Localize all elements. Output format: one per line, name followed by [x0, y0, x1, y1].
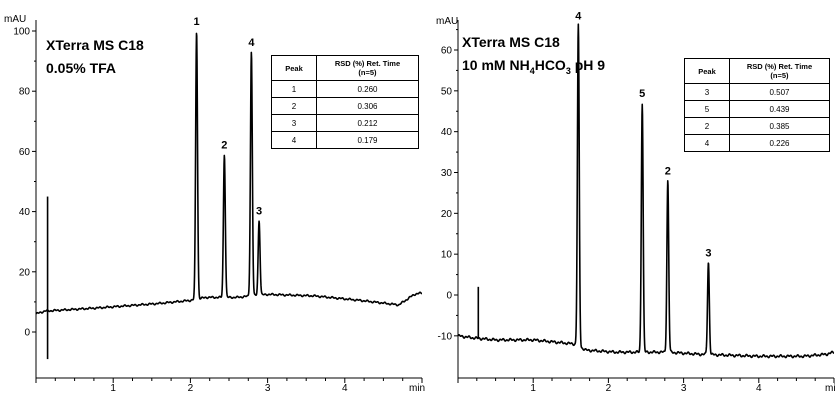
x-tick-label: 1 — [110, 383, 116, 391]
y-tick-label: 60 — [441, 46, 453, 57]
chromatogram-nh4hco3: -10 0 10 20 30 40 50 60 1 2 3 4 mAU min XTerra MS C18 1… — [420, 0, 836, 395]
table-row: 2 0.385 — [684, 117, 830, 135]
y-tick-label: 20 — [19, 267, 31, 278]
peak-label: 2 — [665, 166, 671, 178]
x-tick-label: 3 — [681, 383, 687, 391]
subtitle-part: 10 mM NH — [462, 57, 530, 73]
peak-label: 3 — [705, 247, 711, 259]
table-header-row: Peak RSD (%) Ret. Time (n=5) — [271, 55, 419, 81]
table-row: 2 0.306 — [271, 97, 419, 115]
table-cell-rsd: 0.179 — [316, 131, 419, 149]
table-row: 4 0.179 — [271, 131, 419, 149]
chromatogram-trace — [457, 23, 835, 359]
table-header-n: (n=5) — [770, 71, 789, 80]
x-axis-label: min — [825, 383, 836, 391]
table-row: 4 0.226 — [684, 134, 830, 152]
x-tick-label: 4 — [342, 383, 348, 391]
table-cell-rsd: 0.306 — [316, 97, 419, 115]
y-axis-label: mAU — [436, 16, 458, 27]
x-tick-label: 1 — [530, 383, 536, 391]
chart-svg-right: -10 0 10 20 30 40 50 60 1 2 3 4 mAU min XTerra MS C18 1… — [436, 11, 836, 395]
table-cell-peak: 4 — [271, 131, 317, 149]
table-cell-peak: 2 — [271, 97, 317, 115]
x-tick-label: 3 — [265, 383, 271, 391]
table-header-rsd: RSD (%) Ret. Time (n=5) — [729, 58, 830, 84]
table-header-peak: Peak — [684, 58, 730, 84]
table-row: 1 0.260 — [271, 80, 419, 98]
x-tick-label: 2 — [188, 383, 194, 391]
table-cell-rsd: 0.439 — [729, 100, 830, 118]
x-tick-label: 4 — [756, 383, 762, 391]
peak-label: 1 — [194, 16, 200, 28]
table-cell-rsd: 0.507 — [729, 83, 830, 101]
table-cell-peak: 3 — [684, 83, 730, 101]
table-header-rsd-label: RSD (%) Ret. Time — [334, 59, 401, 68]
table-row: 3 0.212 — [271, 114, 419, 132]
chart-subtitle: 10 mM NH4HCO3 pH 9 — [462, 57, 605, 76]
table-cell-peak: 3 — [271, 114, 317, 132]
rsd-table-tfa: Peak RSD (%) Ret. Time (n=5) 1 0.260 2 0… — [271, 55, 419, 149]
table-cell-rsd: 0.260 — [316, 80, 419, 98]
peak-label: 5 — [639, 88, 645, 100]
x-tick-label: 2 — [606, 383, 612, 391]
y-tick-label: 40 — [19, 207, 31, 218]
y-tick-label: 10 — [441, 250, 453, 261]
table-cell-peak: 1 — [271, 80, 317, 98]
peak-label: 4 — [248, 37, 255, 49]
chromatogram-trace — [35, 32, 423, 315]
table-header-n: (n=5) — [358, 68, 377, 77]
chart-title: XTerra MS C18 — [46, 37, 144, 53]
subtitle-part: pH 9 — [571, 57, 605, 73]
chart-subtitle: 0.05% TFA — [46, 60, 116, 76]
y-tick-label: 30 — [441, 168, 453, 179]
y-tick-label: 50 — [441, 86, 453, 97]
y-tick-label: 0 — [24, 328, 30, 339]
table-cell-rsd: 0.226 — [729, 134, 830, 152]
peak-label: 3 — [256, 206, 262, 218]
table-row: 5 0.439 — [684, 100, 830, 118]
subtitle-part: HCO — [535, 57, 566, 73]
y-tick-label: 100 — [13, 27, 30, 38]
y-axis-label: mAU — [4, 14, 26, 25]
x-axis-label: min — [409, 383, 425, 391]
y-tick-label: 80 — [19, 87, 31, 98]
table-cell-peak: 4 — [684, 134, 730, 152]
table-cell-rsd: 0.385 — [729, 117, 830, 135]
peak-label: 4 — [575, 11, 582, 23]
y-tick-label: 0 — [446, 291, 452, 302]
table-cell-peak: 5 — [684, 100, 730, 118]
chart-title: XTerra MS C18 — [462, 34, 560, 50]
subtitle-part: 3 — [566, 66, 571, 76]
table-cell-peak: 2 — [684, 117, 730, 135]
y-tick-label: 20 — [441, 209, 453, 220]
table-header-row: Peak RSD (%) Ret. Time (n=5) — [684, 58, 830, 84]
y-tick-label: 60 — [19, 147, 31, 158]
y-tick-label: 40 — [441, 127, 453, 138]
subtitle-part: 4 — [530, 66, 535, 76]
y-tick-label: -10 — [438, 331, 453, 342]
table-row: 3 0.507 — [684, 83, 830, 101]
chromatogram-tfa: 0 20 40 60 80 100 1 2 3 4 mAU min XTerra MS C18 0.05%… — [4, 14, 425, 394]
peak-label: 2 — [221, 139, 227, 151]
rsd-table-nh4hco3: Peak RSD (%) Ret. Time (n=5) 3 0.507 5 0… — [684, 58, 830, 152]
table-header-rsd-label: RSD (%) Ret. Time — [746, 62, 813, 71]
table-header-rsd: RSD (%) Ret. Time (n=5) — [316, 55, 419, 81]
table-cell-rsd: 0.212 — [316, 114, 419, 132]
table-header-peak: Peak — [271, 55, 317, 81]
